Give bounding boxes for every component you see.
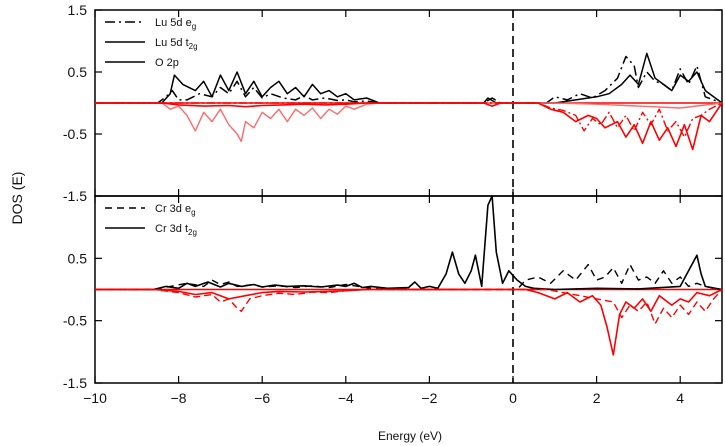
dos-series-line bbox=[95, 102, 723, 151]
legend-subscript: 2g bbox=[188, 228, 197, 237]
legend-label: O 2p bbox=[155, 57, 179, 69]
x-tick-label: 0 bbox=[509, 390, 517, 406]
legend-subscript: 2g bbox=[189, 42, 198, 51]
x-axis-label: Energy (eV) bbox=[378, 429, 442, 443]
y-tick-label: -1.5 bbox=[63, 375, 87, 391]
dos-series-line bbox=[95, 52, 723, 104]
y-tick-label: -0.5 bbox=[63, 126, 87, 142]
y-axis-label: DOS (E) bbox=[9, 172, 25, 225]
dos-series-line bbox=[95, 102, 723, 138]
dos-series-line bbox=[95, 195, 723, 291]
bottom-panel: 0.5 -0.5 -1.5−10 −8 −6 −4 −2 0 2 4 Cr 3d eg Cr 3d t… bbox=[63, 195, 723, 406]
dos-series-line bbox=[95, 55, 723, 104]
legend-subscript: g bbox=[192, 22, 196, 31]
x-tick-label: 4 bbox=[676, 390, 684, 406]
y-tick-label: 0.5 bbox=[68, 64, 88, 80]
y-tick-label: -0.5 bbox=[63, 313, 87, 329]
y-tick-label: 0.5 bbox=[68, 250, 88, 266]
legend-label: Lu 5d t2g bbox=[155, 37, 198, 51]
dos-series-line bbox=[95, 102, 723, 143]
dos-series-line bbox=[95, 263, 723, 291]
top-panel: 1.5 0.5 -0.5 -1.5 Lu 5d eg Lu 5d t2g O 2p bbox=[63, 2, 723, 204]
legend-label: Lu 5d eg bbox=[155, 17, 196, 31]
x-tick-label: −8 bbox=[171, 390, 187, 406]
x-tick-label: −10 bbox=[83, 390, 107, 406]
x-tick-label: −4 bbox=[338, 390, 354, 406]
y-tick-label: 1.5 bbox=[68, 2, 88, 18]
x-tick-label: −6 bbox=[254, 390, 270, 406]
legend-label: Cr 3d t2g bbox=[155, 223, 197, 237]
dos-series-line bbox=[95, 288, 723, 325]
x-tick-label: −2 bbox=[421, 390, 437, 406]
dos-series-line bbox=[95, 288, 723, 356]
legend-subscript: g bbox=[191, 208, 195, 217]
legend-label: Cr 3d eg bbox=[155, 203, 196, 217]
y-tick-label: -1.5 bbox=[63, 188, 87, 204]
x-tick-label: 2 bbox=[593, 390, 601, 406]
